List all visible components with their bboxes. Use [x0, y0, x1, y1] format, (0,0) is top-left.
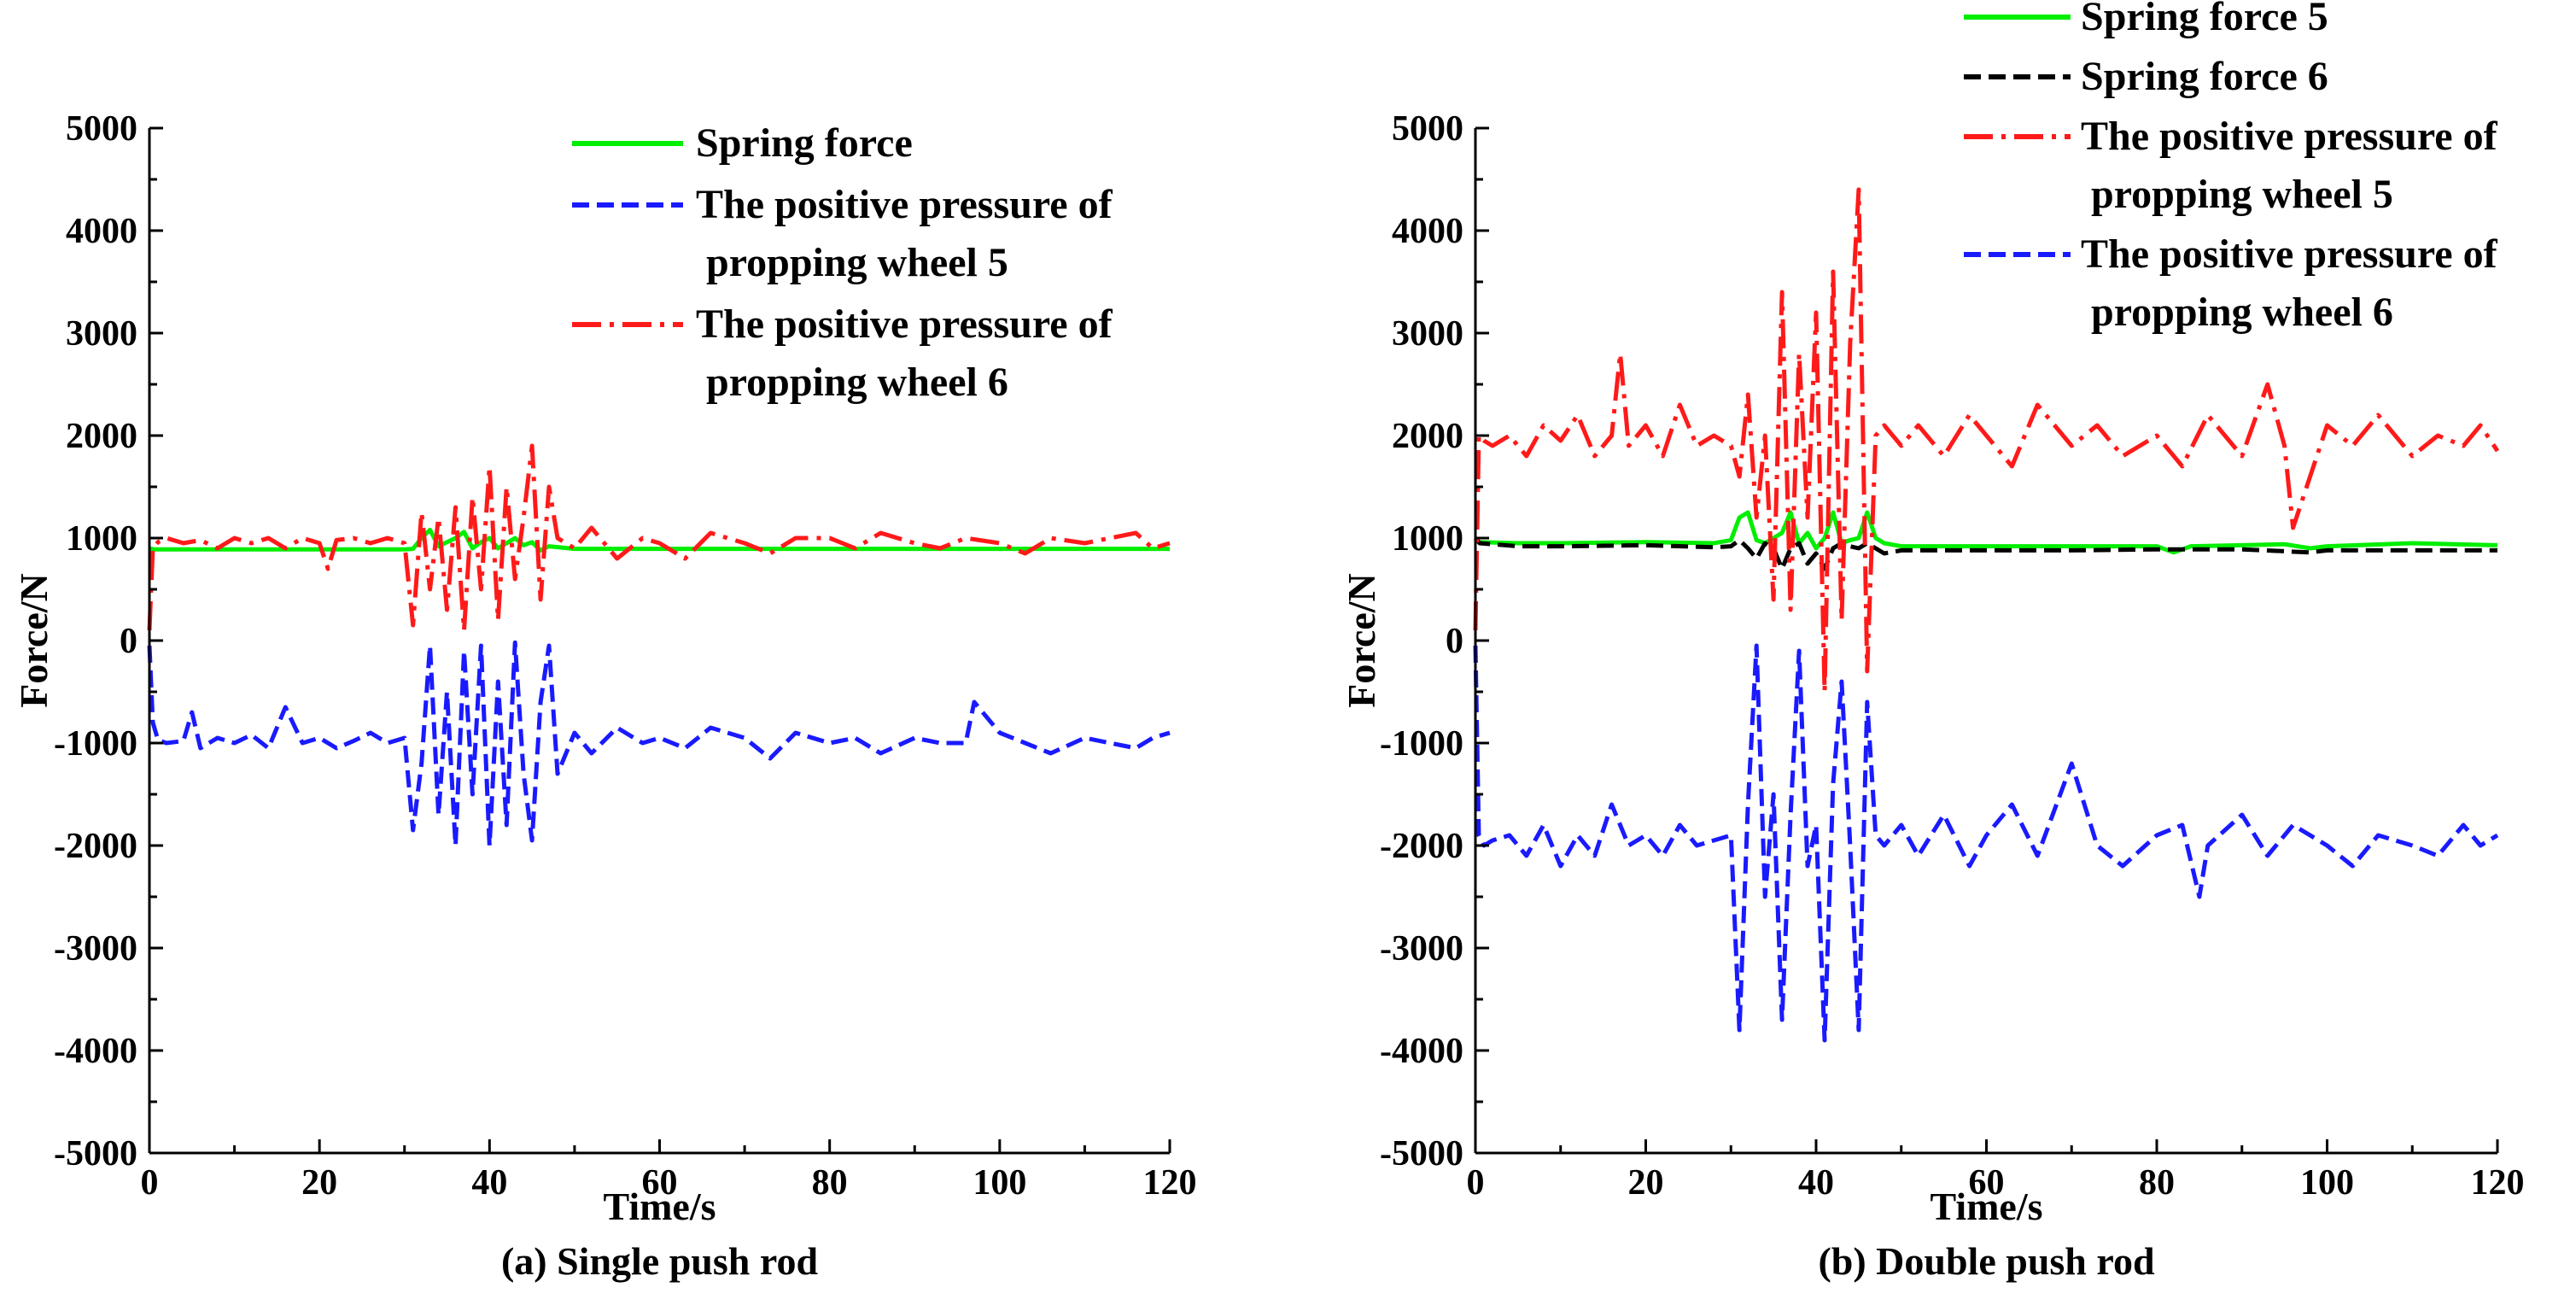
- series-line-1: [1474, 510, 2498, 555]
- x-axis-title: Time/s: [1930, 1185, 2042, 1228]
- y-tick-label: -5000: [1380, 1134, 1463, 1173]
- y-tick-label: -4000: [1380, 1032, 1463, 1071]
- x-tick-label: 40: [1798, 1163, 1834, 1203]
- series-line-3: [1473, 187, 2500, 694]
- y-tick-label: 3000: [66, 314, 137, 354]
- x-tick-label: 120: [1143, 1163, 1197, 1203]
- y-tick-label: -3000: [1380, 929, 1463, 969]
- x-tick-label: 20: [1628, 1163, 1664, 1203]
- series-line-3: [147, 443, 1171, 633]
- y-tick-label: -1000: [54, 724, 137, 764]
- legend-label: The positive pressure of: [2081, 114, 2498, 159]
- legend-label: The positive pressure of: [696, 182, 1113, 227]
- y-tick-label: -4000: [54, 1032, 137, 1071]
- panel-b-double-push-rod: -5000-4000-3000-2000-1000010002000300040…: [1340, 0, 2525, 1283]
- y-axis-title: Force/N: [1340, 573, 1383, 708]
- x-tick-label: 80: [812, 1163, 848, 1203]
- figure-caption: (b) Double push rod: [1818, 1239, 2155, 1283]
- figure-caption: (a) Single push rod: [501, 1239, 819, 1283]
- x-tick-label: 20: [301, 1163, 337, 1203]
- y-tick-label: 4000: [66, 212, 137, 251]
- x-tick-label: 40: [471, 1163, 507, 1203]
- legend-label: Spring force: [696, 120, 913, 166]
- legend-label: propping wheel 6: [2091, 290, 2393, 335]
- series-line-2: [147, 640, 1171, 848]
- x-tick-label: 0: [1467, 1163, 1485, 1203]
- x-tick-label: 60: [1969, 1163, 2005, 1203]
- y-tick-label: 4000: [1392, 212, 1463, 251]
- legend-label: The positive pressure of: [696, 301, 1113, 347]
- panel-a-single-push-rod: -5000-4000-3000-2000-1000010002000300040…: [12, 109, 1197, 1283]
- y-tick-label: -1000: [1380, 724, 1463, 764]
- y-tick-label: 0: [1446, 622, 1463, 661]
- y-tick-label: 3000: [1392, 314, 1463, 354]
- x-axis-title: Time/s: [603, 1185, 716, 1228]
- legend-label: The positive pressure of: [2081, 231, 2498, 277]
- series-line-2: [1474, 536, 2497, 571]
- legend: Spring force 5 Spring force 6 The positive…: [1964, 0, 2498, 335]
- legend-label: Spring force 5: [2081, 0, 2328, 39]
- y-tick-label: -5000: [54, 1134, 137, 1173]
- legend-label: propping wheel 6: [706, 360, 1008, 405]
- y-tick-label: 2000: [66, 417, 137, 456]
- y-tick-label: 5000: [1392, 109, 1463, 149]
- x-tick-label: 60: [642, 1163, 678, 1203]
- legend-label: propping wheel 5: [706, 240, 1008, 285]
- legend: Spring force The positive pressure of prop…: [572, 120, 1113, 405]
- y-tick-label: -3000: [54, 929, 137, 969]
- x-tick-label: 0: [141, 1163, 159, 1203]
- y-axis-title: Force/N: [12, 573, 55, 708]
- y-tick-label: -2000: [1380, 827, 1463, 866]
- x-tick-label: 100: [2300, 1163, 2354, 1203]
- x-tick-label: 120: [2471, 1163, 2525, 1203]
- legend-label: Spring force 6: [2081, 54, 2328, 99]
- y-tick-label: 2000: [1392, 417, 1463, 456]
- y-tick-label: 5000: [66, 109, 137, 149]
- y-tick-label: -2000: [54, 827, 137, 866]
- y-tick-label: 0: [120, 622, 137, 661]
- series-line-1: [149, 527, 1170, 553]
- series-line-4: [1473, 643, 2499, 1043]
- y-tick-label: 1000: [66, 519, 137, 559]
- legend-label: propping wheel 5: [2091, 172, 2393, 217]
- x-tick-label: 80: [2139, 1163, 2175, 1203]
- y-tick-label: 1000: [1392, 519, 1463, 559]
- x-tick-label: 100: [973, 1163, 1026, 1203]
